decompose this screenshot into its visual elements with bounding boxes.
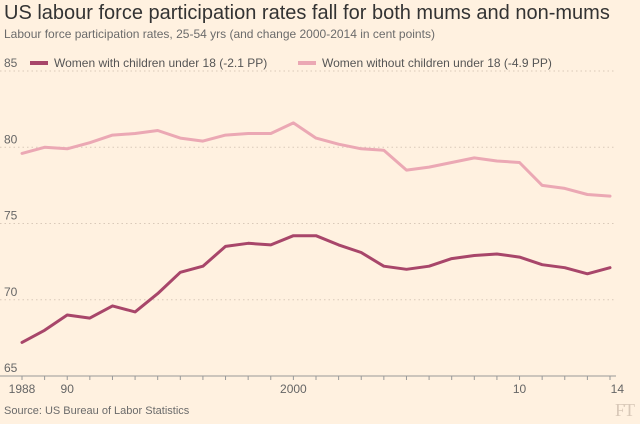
y-tick-label: 80: [4, 132, 18, 146]
x-tick-label: 10: [513, 382, 527, 396]
gridlines: [0, 70, 616, 377]
y-tick-label: 65: [4, 361, 18, 375]
ft-logo: FT: [614, 400, 635, 420]
legend-label-1: Women without children under 18 (-4.9 PP…: [322, 56, 552, 70]
legend: Women with children under 18 (-2.1 PP) Wo…: [30, 56, 552, 70]
y-axis-ticks: 65 70 75 80 85: [4, 56, 18, 375]
chart-title: US labour force participation rates fall…: [4, 2, 610, 24]
x-axis: 1988 90 2000 10 14: [0, 375, 625, 396]
y-tick-label: 70: [4, 285, 18, 299]
y-tick-label: 75: [4, 209, 18, 223]
series-line-0: [20, 234, 612, 344]
x-tick-label: 14: [611, 382, 625, 396]
series-line-1: [20, 121, 612, 198]
x-tick-label: 1988: [9, 382, 36, 396]
x-tick-label: 2000: [280, 382, 307, 396]
series-lines: [20, 121, 612, 344]
legend-label-0: Women with children under 18 (-2.1 PP): [54, 56, 267, 70]
source-note: Source: US Bureau of Labor Statistics: [4, 405, 190, 417]
y-tick-label: 85: [4, 56, 18, 70]
chart-subtitle: Labour force participation rates, 25-54 …: [4, 27, 435, 41]
x-tick-label: 90: [61, 382, 75, 396]
